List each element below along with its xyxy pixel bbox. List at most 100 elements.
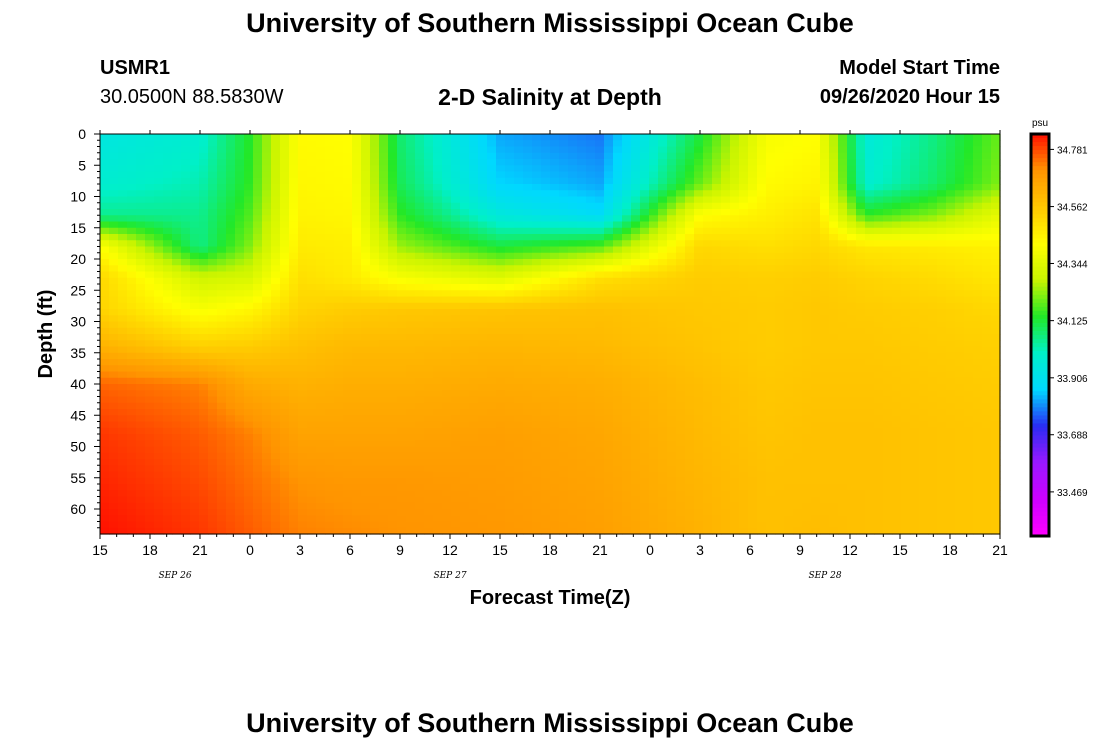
heatmap-cell (253, 140, 263, 148)
heatmap-cell (397, 346, 407, 354)
heatmap-cell (631, 352, 641, 360)
heatmap-cell (109, 171, 119, 179)
heatmap-cell (793, 434, 803, 441)
heatmap-cell (622, 490, 632, 498)
heatmap-cell (415, 221, 425, 229)
heatmap-cell (631, 252, 641, 260)
heatmap-cell (343, 277, 353, 285)
heatmap-cell (478, 334, 488, 341)
heatmap-cell (397, 440, 407, 448)
heatmap-cell (397, 446, 407, 454)
heatmap-cell (703, 227, 713, 235)
heatmap-cell (523, 434, 533, 441)
heatmap-cell (667, 509, 677, 516)
heatmap-cell (712, 315, 722, 323)
heatmap-cell (424, 359, 434, 366)
heatmap-cell (487, 427, 497, 435)
heatmap-cell (766, 465, 776, 473)
heatmap-cell (100, 409, 110, 416)
heatmap-cell (604, 159, 614, 166)
heatmap-cell (478, 177, 488, 185)
heatmap-cell (532, 265, 542, 273)
heatmap-cell (307, 240, 317, 248)
heatmap-cell (676, 202, 686, 210)
heatmap-cell (379, 477, 389, 485)
heatmap-cell (541, 446, 551, 454)
heatmap-cell (262, 452, 272, 460)
heatmap-cell (253, 259, 263, 266)
heatmap-cell (118, 346, 128, 354)
heatmap-cell (433, 171, 443, 179)
heatmap-cell (559, 527, 569, 535)
heatmap-cell (352, 259, 362, 266)
heatmap-cell (334, 190, 344, 198)
heatmap-cell (325, 352, 335, 360)
heatmap-cell (397, 521, 407, 529)
heatmap-cell (127, 146, 137, 154)
heatmap-cell (712, 190, 722, 198)
heatmap-cell (343, 515, 353, 523)
heatmap-cell (793, 365, 803, 373)
heatmap-cell (622, 471, 632, 479)
heatmap-cell (100, 190, 110, 198)
heatmap-cell (613, 340, 623, 348)
heatmap-cell (397, 284, 407, 291)
heatmap-cell (712, 252, 722, 260)
heatmap-cell (775, 446, 785, 454)
heatmap-cell (406, 396, 416, 404)
heatmap-cell (577, 365, 587, 373)
heatmap-cell (154, 265, 164, 273)
heatmap-cell (415, 152, 425, 160)
heatmap-cell (550, 365, 560, 373)
heatmap-cell (622, 284, 632, 291)
heatmap-cell (487, 252, 497, 260)
heatmap-cell (712, 134, 722, 141)
heatmap-cell (379, 309, 389, 316)
heatmap-cell (640, 177, 650, 185)
heatmap-cell (199, 227, 209, 235)
heatmap-cell (370, 190, 380, 198)
heatmap-cell (703, 321, 713, 329)
heatmap-cell (739, 240, 749, 248)
heatmap-cell (649, 171, 659, 179)
heatmap-cell (226, 471, 236, 479)
heatmap-cell (541, 327, 551, 335)
heatmap-cell (667, 365, 677, 373)
heatmap-cell (406, 490, 416, 498)
heatmap-cell (163, 384, 173, 391)
heatmap-cell (523, 277, 533, 285)
heatmap-cell (361, 365, 371, 373)
heatmap-cell (181, 302, 191, 310)
heatmap-cell (667, 146, 677, 154)
heatmap-cell (154, 134, 164, 141)
heatmap-cell (415, 390, 425, 398)
heatmap-cell (550, 484, 560, 491)
heatmap-cell (199, 477, 209, 485)
heatmap-cell (532, 190, 542, 198)
heatmap-cell (667, 465, 677, 473)
heatmap-cell (712, 334, 722, 341)
heatmap-cell (568, 315, 578, 323)
heatmap-cell (532, 352, 542, 360)
heatmap-cell (352, 365, 362, 373)
heatmap-cell (433, 309, 443, 316)
heatmap-cell (586, 215, 596, 223)
heatmap-cell (379, 484, 389, 491)
heatmap-cell (217, 484, 227, 491)
heatmap-cell (208, 196, 218, 204)
heatmap-cell (361, 484, 371, 491)
heatmap-cell (397, 234, 407, 241)
heatmap-cell (442, 334, 452, 341)
heatmap-cell (307, 477, 317, 485)
heatmap-cell (613, 146, 623, 154)
heatmap-cell (199, 265, 209, 273)
heatmap-cell (577, 446, 587, 454)
heatmap-cell (640, 402, 650, 410)
heatmap-cell (676, 159, 686, 166)
heatmap-cell (595, 259, 605, 266)
heatmap-cell (622, 515, 632, 523)
heatmap-cell (388, 409, 398, 416)
heatmap-cell (730, 227, 740, 235)
heatmap-cell (595, 252, 605, 260)
heatmap-cell (604, 221, 614, 229)
